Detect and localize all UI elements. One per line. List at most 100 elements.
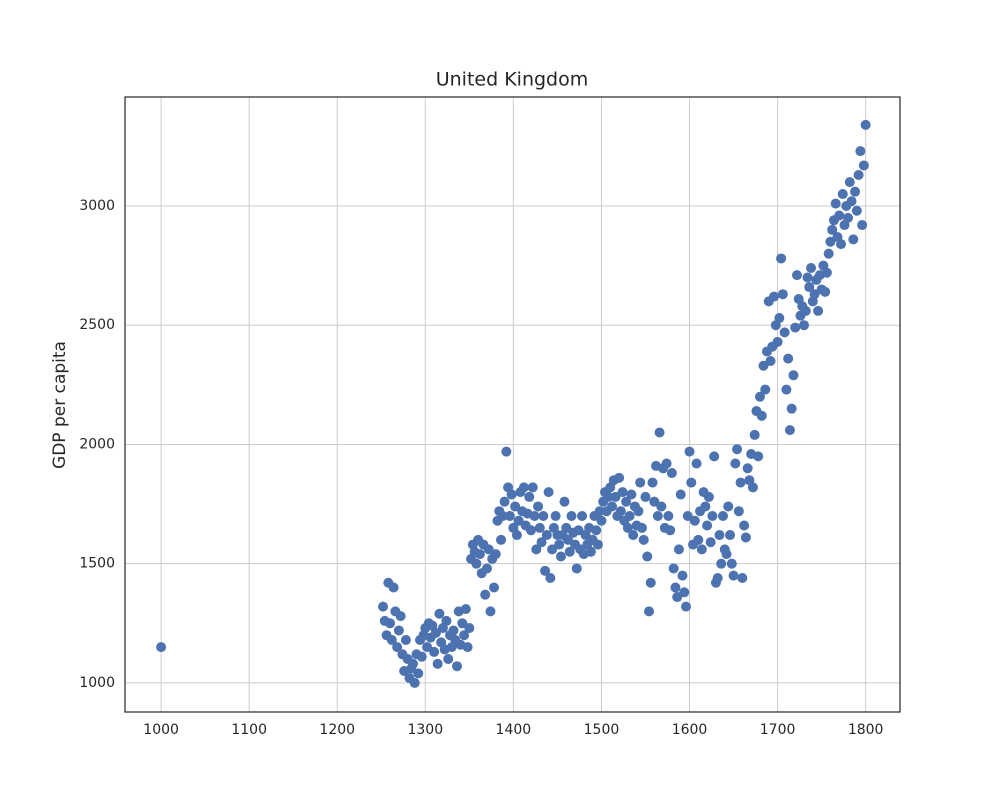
data-point	[645, 577, 656, 588]
x-tick-label: 1500	[584, 722, 620, 738]
x-tick-label: 1800	[848, 722, 884, 738]
data-point	[857, 220, 868, 231]
data-point	[504, 510, 515, 521]
data-point	[156, 642, 167, 653]
data-point	[800, 305, 811, 316]
data-point	[809, 289, 820, 300]
data-point	[392, 642, 403, 653]
data-point	[518, 482, 529, 493]
y-axis-label: GDP per capita	[50, 341, 70, 469]
data-point	[527, 482, 538, 493]
data-point	[429, 646, 440, 657]
data-point	[772, 336, 783, 347]
data-point	[672, 592, 683, 603]
y-tick-label: 1000	[79, 675, 115, 691]
data-point	[594, 506, 605, 517]
data-point	[525, 525, 536, 536]
data-point	[654, 427, 665, 438]
data-point	[513, 515, 524, 526]
data-point	[644, 606, 655, 617]
data-point	[573, 525, 584, 536]
data-point	[673, 544, 684, 555]
data-point	[413, 668, 424, 679]
data-point	[577, 510, 588, 521]
data-point	[666, 468, 677, 479]
data-point	[409, 677, 420, 688]
data-point	[804, 282, 815, 293]
data-point	[680, 601, 691, 612]
data-point	[485, 606, 496, 617]
data-point	[821, 267, 832, 278]
data-point	[726, 558, 737, 569]
data-point	[545, 572, 556, 583]
data-point	[443, 654, 454, 665]
data-point	[547, 544, 558, 555]
points	[156, 119, 871, 688]
chart-title: United Kingdom	[436, 69, 589, 91]
data-point	[571, 563, 582, 574]
data-point	[679, 587, 690, 598]
data-point	[533, 501, 544, 512]
data-point	[395, 611, 406, 622]
data-point	[696, 544, 707, 555]
data-point	[628, 530, 639, 541]
data-point	[728, 570, 739, 581]
data-point	[709, 451, 720, 462]
data-point	[441, 615, 452, 626]
data-point	[422, 642, 433, 653]
data-point	[777, 289, 788, 300]
data-point	[459, 630, 470, 641]
data-point	[474, 549, 485, 560]
data-point	[784, 425, 795, 436]
data-point	[756, 410, 767, 421]
data-point	[827, 224, 838, 235]
data-point	[562, 534, 573, 545]
data-point	[753, 451, 764, 462]
data-point	[649, 496, 660, 507]
data-point	[591, 525, 602, 536]
data-point	[534, 522, 545, 533]
data-point	[781, 384, 792, 395]
data-point	[615, 506, 626, 517]
data-point	[749, 429, 760, 440]
data-point	[481, 563, 492, 574]
data-point	[457, 618, 468, 629]
data-point	[788, 370, 799, 381]
data-point	[564, 546, 575, 557]
data-point	[723, 501, 734, 512]
data-point	[432, 658, 443, 669]
data-point	[860, 119, 871, 130]
data-point	[732, 444, 743, 455]
data-point	[783, 353, 794, 364]
data-point	[776, 253, 787, 264]
data-point	[739, 520, 750, 531]
data-point	[559, 496, 570, 507]
data-point	[448, 625, 459, 636]
data-point	[830, 198, 841, 209]
data-point	[712, 572, 723, 583]
data-point	[820, 286, 831, 297]
x-tick-label: 1700	[760, 722, 796, 738]
data-point	[730, 458, 741, 469]
data-point	[837, 189, 848, 200]
data-point	[735, 477, 746, 488]
data-point	[642, 551, 653, 562]
data-point	[636, 522, 647, 533]
x-tick-label: 1300	[407, 722, 443, 738]
data-point	[661, 458, 672, 469]
data-point	[823, 248, 834, 259]
x-tick-label: 1000	[143, 722, 179, 738]
data-point	[462, 642, 473, 653]
data-point	[747, 482, 758, 493]
data-point	[853, 169, 864, 180]
x-tick-label: 1400	[496, 722, 532, 738]
data-point	[670, 582, 681, 593]
data-point	[541, 530, 552, 541]
data-point	[668, 563, 679, 574]
data-point	[825, 236, 836, 247]
data-point	[737, 572, 748, 583]
data-point	[480, 589, 491, 600]
data-point	[740, 532, 751, 543]
data-point	[489, 582, 500, 593]
data-point	[603, 491, 614, 502]
